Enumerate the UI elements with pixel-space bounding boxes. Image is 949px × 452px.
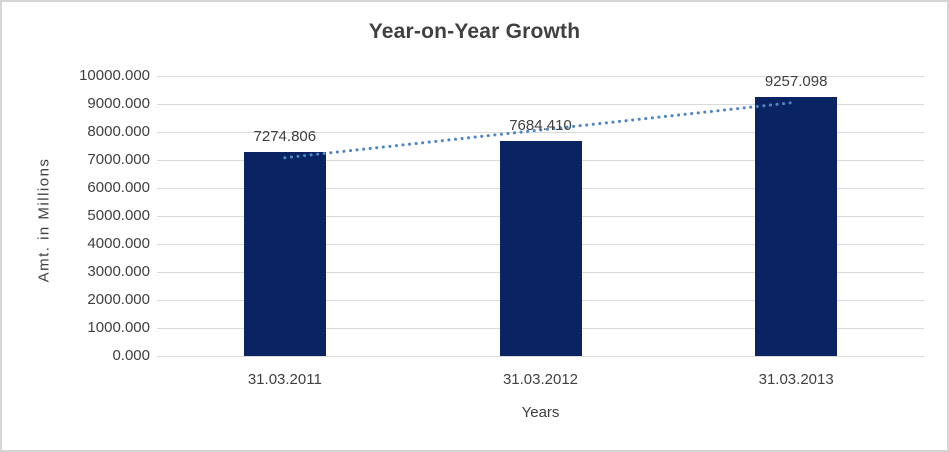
x-tick-label: 31.03.2011 bbox=[247, 371, 322, 388]
bar-data-label: 9257.098 bbox=[764, 72, 828, 90]
bar-data-label: 7274.806 bbox=[253, 128, 317, 146]
trendline bbox=[283, 100, 798, 160]
gridline bbox=[157, 75, 924, 77]
bar-31.03.2011 bbox=[243, 152, 326, 356]
trendline-dotted bbox=[283, 100, 798, 160]
y-tick-label: 0.000 bbox=[112, 347, 150, 364]
x-tick-label: 31.03.2012 bbox=[502, 371, 579, 388]
y-tick-label: 6000.000 bbox=[87, 179, 150, 196]
y-tick-label: 9000.000 bbox=[87, 95, 150, 112]
y-tick-label: 3000.000 bbox=[87, 263, 150, 280]
y-tick-label: 7000.000 bbox=[87, 151, 150, 168]
y-tick-label: 4000.000 bbox=[87, 235, 150, 252]
gridline bbox=[157, 131, 924, 133]
y-tick-label: 10000.000 bbox=[79, 67, 150, 84]
y-axis-title: Amt. in Millions bbox=[35, 157, 53, 283]
y-tick-label: 5000.000 bbox=[87, 207, 150, 224]
bar-31.03.2013 bbox=[755, 96, 838, 356]
chart-title: Year-on-Year Growth bbox=[368, 20, 581, 43]
gridline bbox=[157, 355, 924, 357]
x-axis-title: Years bbox=[521, 404, 560, 421]
y-tick-label: 8000.000 bbox=[87, 123, 150, 140]
x-tick-label: 31.03.2013 bbox=[758, 371, 834, 388]
y-tick-label: 2000.000 bbox=[87, 291, 150, 308]
bar-data-label: 7684.410 bbox=[509, 116, 572, 134]
bar-31.03.2012 bbox=[499, 140, 582, 356]
gridline bbox=[157, 103, 924, 105]
y-tick-label: 1000.000 bbox=[87, 319, 150, 336]
